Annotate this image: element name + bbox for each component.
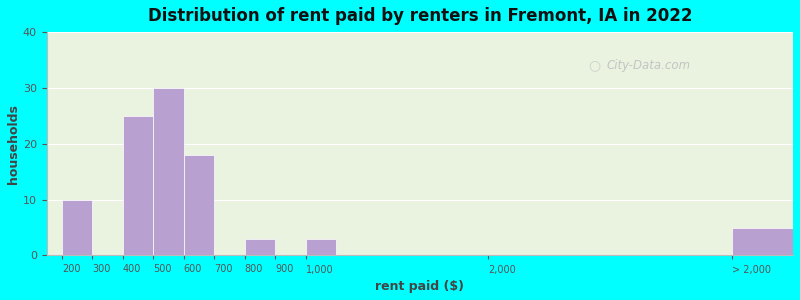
Text: City-Data.com: City-Data.com: [606, 59, 690, 72]
Y-axis label: households: households: [7, 104, 20, 184]
Bar: [184, 155, 214, 256]
Bar: [306, 239, 336, 256]
X-axis label: rent paid ($): rent paid ($): [375, 280, 464, 293]
Bar: [154, 88, 184, 256]
Title: Distribution of rent paid by renters in Fremont, IA in 2022: Distribution of rent paid by renters in …: [147, 7, 692, 25]
Bar: [245, 239, 275, 256]
Bar: [732, 227, 800, 256]
Bar: [62, 200, 92, 256]
Text: ○: ○: [588, 58, 600, 73]
Bar: [122, 116, 154, 256]
